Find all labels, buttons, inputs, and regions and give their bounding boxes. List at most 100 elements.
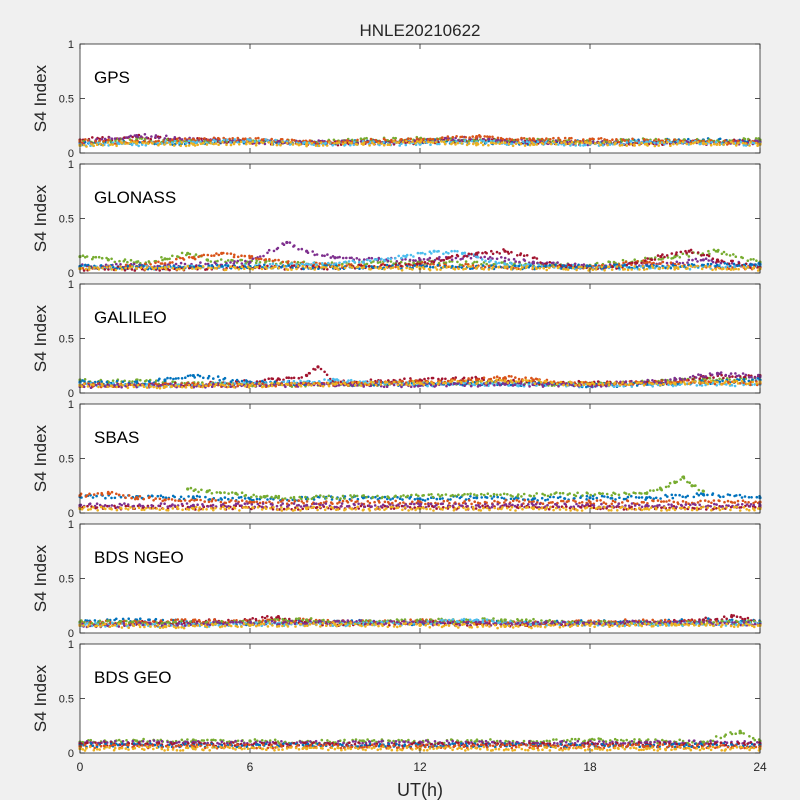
scatter-dot [327,384,331,388]
scatter-dot [158,269,161,272]
scatter-dot [526,379,529,383]
scatter-dot [315,263,318,266]
scatter-dot [689,248,693,252]
scatter-dot [257,136,260,140]
scatter-dot [233,138,237,141]
scatter-dot [707,249,710,253]
scatter-dot [441,136,444,139]
scatter-dot [464,262,468,266]
scatter-dot [747,376,751,379]
scatter-dot [476,265,479,269]
scatter-dot [557,385,560,388]
scatter-dot [737,267,740,271]
scatter-dot [533,256,536,259]
scatter-dot [610,268,614,271]
scatter-dot [503,141,507,145]
scatter-dot [386,259,390,263]
scatter-dot [724,380,728,383]
scatter-dot [233,385,236,389]
scatter-dot [557,265,561,269]
scatter-dot [656,141,659,145]
scatter-dot [268,258,271,261]
scatter-dot [711,268,714,272]
scatter-dot [367,383,371,387]
scatter-dot [564,264,567,268]
scatter-dot [302,381,305,385]
scatter-dot [128,266,131,270]
scatter-dot [372,381,376,384]
scatter-dot [696,141,700,144]
scatter-dot [217,498,220,502]
scatter-dot [359,384,363,387]
scatter-dot [130,268,134,271]
scatter-dot [94,383,98,387]
scatter-dot [305,144,308,148]
scatter-dot [438,255,441,259]
scatter-dot [471,380,475,384]
scatter-dot [456,260,459,264]
scatter-dot [600,265,604,269]
scatter-dot [162,386,166,390]
scatter-dot [129,258,133,262]
scatter-dot [95,494,98,498]
scatter-dot [197,384,201,388]
scatter-dot [529,264,532,268]
scatter-dot [121,137,125,141]
scatter-dot [114,139,117,142]
scatter-dot [186,264,189,268]
scatter-dot [271,259,275,263]
scatter-dot [704,142,708,146]
scatter-dot [689,142,692,146]
scatter-dot [588,137,592,141]
scatter-dot [200,254,203,257]
scatter-dot [175,141,179,145]
scatter-dot [121,384,124,387]
scatter-dot [669,140,672,144]
scatter-dot [576,140,580,143]
scatter-dot [547,141,550,144]
scatter-dot [81,254,85,257]
scatter-dot [314,144,318,147]
scatter-dot [732,380,735,384]
scatter-dot [160,266,164,270]
scatter-dot [168,261,172,264]
scatter-dot [187,495,190,498]
scatter-dot [405,253,409,257]
scatter-dot [617,140,621,144]
scatter-dot [187,139,191,143]
scatter-dot [101,266,104,270]
scatter-dot [106,141,110,144]
scatter-dot [278,378,282,381]
scatter-dot [426,381,429,384]
scatter-dot [643,142,647,146]
scatter-dot [453,249,457,253]
scatter-dot [132,385,136,389]
scatter-dot [297,376,301,380]
y-axis-label: S4 Index [31,64,50,132]
scatter-dot [262,385,266,388]
scatter-dot [343,266,347,270]
scatter-dot [533,382,537,386]
scatter-dot [178,137,182,140]
scatter-dot [422,267,426,271]
scatter-dot [510,138,514,141]
scatter-dot [456,141,460,145]
scatter-dot [734,372,737,375]
scatter-dot [552,265,555,269]
scatter-dot [440,377,444,381]
scatter-dot [229,261,232,264]
scatter-dot [642,384,646,387]
scatter-dot [304,266,308,269]
scatter-dot [233,253,236,257]
scatter-dot [444,381,448,385]
scatter-dot [91,136,94,139]
scatter-dot [615,138,618,141]
scatter-dot [313,253,317,257]
scatter-dot [461,257,464,260]
scatter-dot [495,262,499,265]
scatter-dot [454,256,458,260]
scatter-dot [605,138,609,142]
scatter-dot [168,257,171,261]
scatter-dot [158,142,162,145]
scatter-dot [708,265,711,269]
